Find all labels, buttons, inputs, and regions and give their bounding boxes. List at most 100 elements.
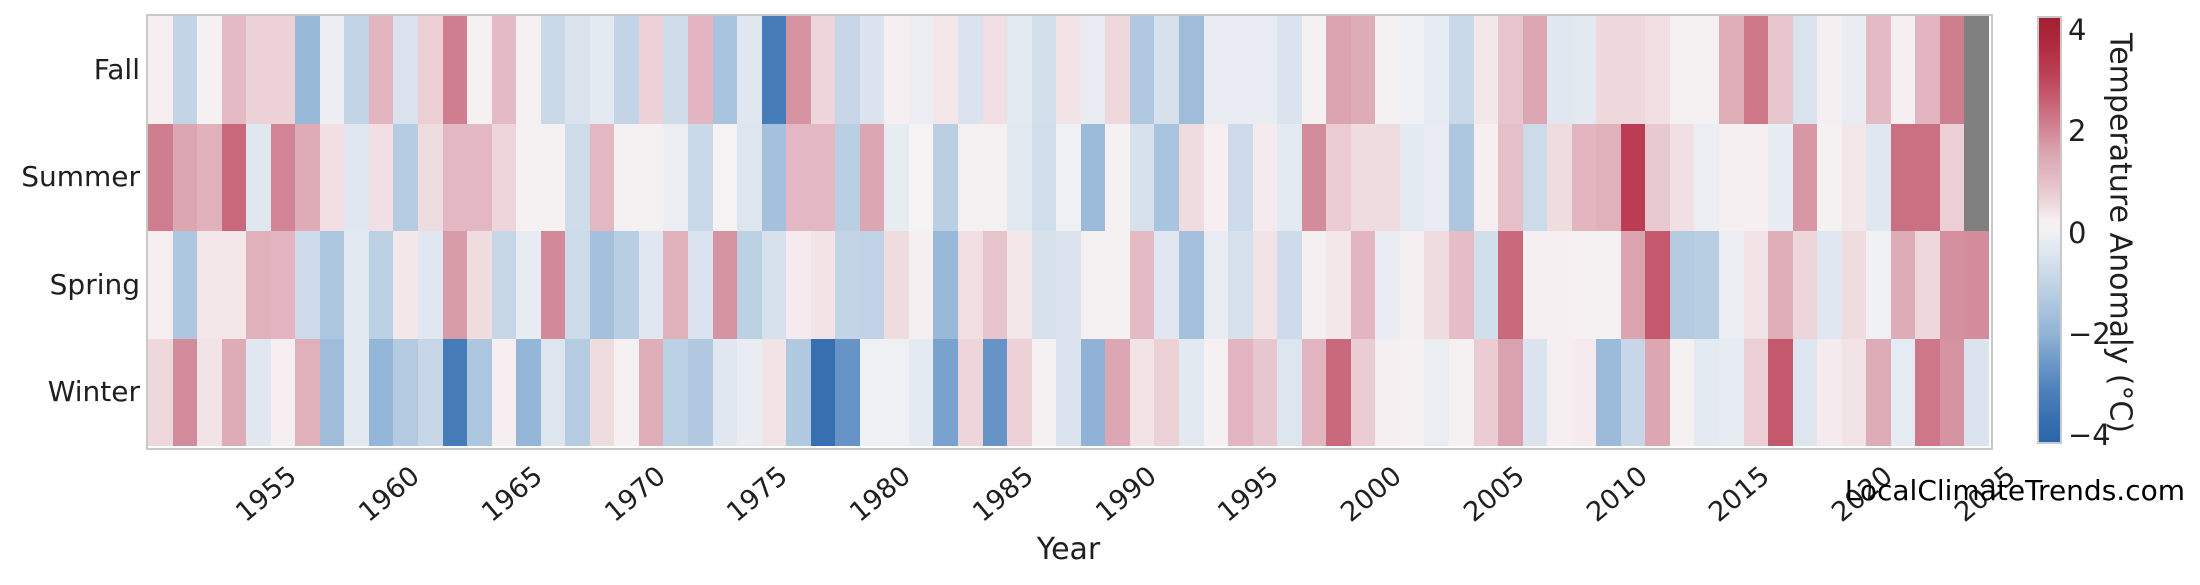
heatmap-cell (1007, 338, 1032, 446)
x-tick-label: 1990 (1089, 460, 1163, 529)
heatmap-cell (884, 16, 909, 124)
heatmap-cell (810, 123, 836, 231)
heatmap-row-spring (148, 231, 1989, 339)
heatmap-cell (442, 123, 468, 231)
heatmap-cell (1964, 231, 1989, 339)
heatmap-cell (221, 123, 247, 231)
heatmap-cell (589, 16, 615, 124)
row-label-summer: Summer (21, 160, 140, 193)
heatmap-cell (1792, 123, 1818, 231)
colorbar-tick-label: 4 (2068, 13, 2087, 47)
heatmap-cell (1129, 16, 1155, 124)
heatmap-cell (1080, 16, 1106, 124)
heatmap-cell (1105, 123, 1130, 231)
heatmap-cell (1154, 123, 1179, 231)
heatmap-cell (1596, 16, 1621, 124)
heatmap-cell (1350, 231, 1376, 339)
heatmap-cell (197, 231, 222, 339)
heatmap-cell (1718, 16, 1744, 124)
heatmap-cell (1547, 123, 1572, 231)
heatmap-cell (1669, 231, 1695, 339)
heatmap-cell (1375, 16, 1400, 124)
heatmap-cell (1866, 16, 1891, 124)
x-tick-label: 1985 (966, 460, 1040, 529)
heatmap-cell (246, 123, 271, 231)
heatmap-cell (1326, 16, 1351, 124)
heatmap-cell (1669, 338, 1695, 446)
heatmap-cell (835, 338, 860, 446)
heatmap-cell (516, 231, 541, 339)
heatmap-cell (1645, 338, 1670, 446)
heatmap-cell (982, 231, 1008, 339)
heatmap-cell (344, 231, 369, 339)
heatmap-cell (1424, 123, 1449, 231)
heatmap-cell (1694, 123, 1719, 231)
heatmap-cell (1768, 16, 1793, 124)
heatmap-cell (1350, 123, 1376, 231)
heatmap-cell (638, 16, 664, 124)
heatmap-cell (1718, 338, 1744, 446)
heatmap-cell (958, 123, 983, 231)
heatmap-cell (1768, 123, 1793, 231)
heatmap-cell (1277, 338, 1302, 446)
heatmap-cell (1841, 338, 1867, 446)
heatmap-cell (1228, 16, 1253, 124)
heatmap-cell (589, 338, 615, 446)
heatmap-cell (491, 16, 517, 124)
heatmap-cell (1056, 231, 1081, 339)
heatmap-cell (1817, 338, 1842, 446)
colorbar-tick-label: 0 (2068, 215, 2087, 250)
heatmap-cell (638, 231, 664, 339)
heatmap-cell (1669, 16, 1695, 124)
heatmap-cell (516, 338, 541, 446)
heatmap-cell (1964, 16, 1989, 124)
heatmap-cell (1448, 123, 1474, 231)
heatmap-cell (1203, 338, 1229, 446)
heatmap-cell (1522, 338, 1548, 446)
heatmap-cell (737, 338, 762, 446)
x-tick-label: 1980 (844, 460, 917, 529)
heatmap-cell (319, 338, 345, 446)
heatmap-cell (1596, 231, 1621, 339)
x-tick-label: 2005 (1457, 460, 1531, 529)
heatmap-cell (859, 231, 885, 339)
heatmap-cell (1498, 338, 1523, 446)
heatmap-cell (246, 231, 271, 339)
heatmap-cell (1252, 16, 1278, 124)
heatmap-cell (148, 16, 173, 124)
heatmap-cell (1571, 231, 1597, 339)
heatmap-cell (1890, 16, 1916, 124)
heatmap-cell (908, 16, 934, 124)
x-tick-label: 1965 (475, 460, 549, 529)
heatmap-cell (933, 338, 959, 446)
heatmap-cell (319, 123, 345, 231)
heatmap-cell (1031, 123, 1057, 231)
heatmap-cell (467, 16, 492, 124)
heatmap-cell (933, 16, 959, 124)
heatmap-cell (491, 338, 517, 446)
heatmap-cell (1473, 123, 1499, 231)
heatmap-cell (1547, 16, 1572, 124)
heatmap-cell (1915, 231, 1940, 339)
heatmap-cell (1375, 338, 1400, 446)
heatmap-cell (467, 231, 492, 339)
heatmap-cell (1252, 123, 1278, 231)
heatmap-cell (908, 123, 934, 231)
heatmap-cell (958, 16, 983, 124)
heatmap-cell (1375, 123, 1400, 231)
heatmap-cell (1620, 338, 1646, 446)
heatmap-cell (1841, 16, 1867, 124)
heatmap-cell (1080, 338, 1106, 446)
heatmap-cell (1890, 123, 1916, 231)
heatmap-cell (1473, 16, 1499, 124)
heatmap-cell (688, 16, 713, 124)
heatmap-cell (295, 231, 320, 339)
heatmap-cell (786, 123, 811, 231)
heatmap-cell (246, 16, 271, 124)
heatmap-cell (761, 231, 787, 339)
heatmap-cell (1399, 16, 1425, 124)
heatmap-row-winter (148, 338, 1989, 446)
heatmap-cell (467, 338, 492, 446)
heatmap-cell (1866, 231, 1891, 339)
heatmap-cell (982, 338, 1008, 446)
